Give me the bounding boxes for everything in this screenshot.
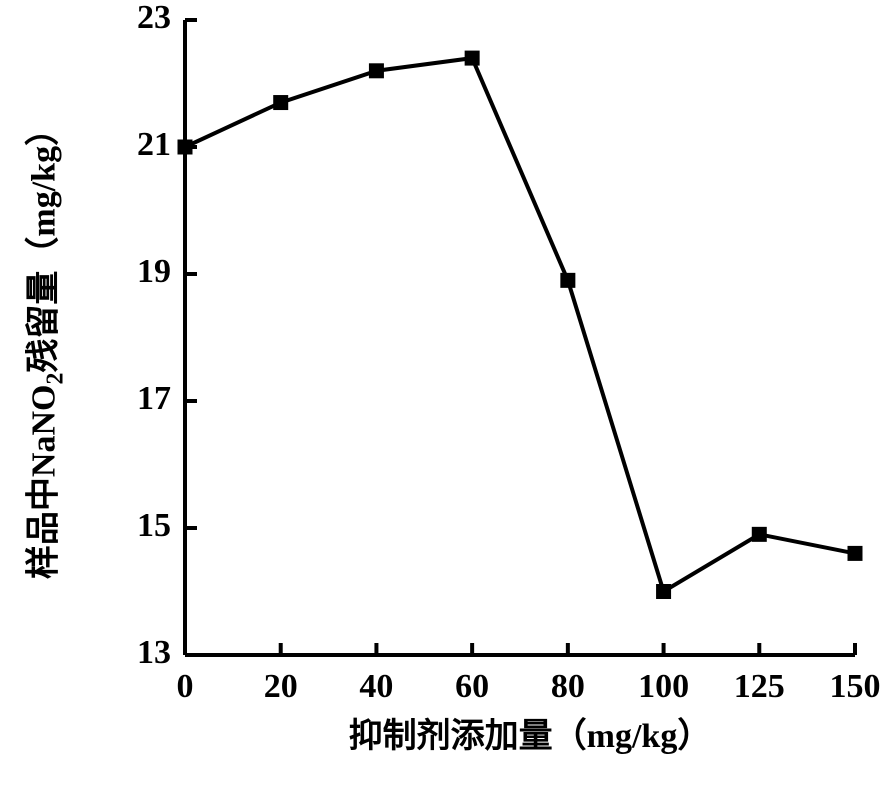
x-tick-label: 125: [734, 668, 785, 705]
y-tick-label: 23: [137, 0, 171, 36]
x-tick-label: 100: [638, 668, 689, 705]
chart-svg: 0 20 40 60 80 100 125 150 13 15 17 19 21 23 抑制剂添加量（m…: [0, 0, 888, 799]
x-tick-label: 150: [830, 668, 881, 705]
y-axis-title: 样品中NaNO2残留量（mg/kg）: [16, 0, 65, 695]
y-tick-label: 21: [137, 126, 171, 163]
data-marker: [657, 585, 671, 599]
data-marker: [752, 527, 766, 541]
data-marker: [369, 64, 383, 78]
y-axis-title-suffix: 残留量（mg/kg）: [26, 111, 63, 372]
y-labels-group: 13 15 17 19 21 23: [137, 0, 171, 671]
x-tick-label: 80: [551, 668, 585, 705]
series-group: [178, 51, 862, 598]
y-axis-title-prefix: 样品中NaNO: [26, 384, 63, 579]
y-tick-label: 13: [137, 634, 171, 671]
y-axis-title-sub: 2: [42, 372, 68, 384]
data-marker: [274, 96, 288, 110]
y-tick-label: 15: [137, 507, 171, 544]
chart-container: 0 20 40 60 80 100 125 150 13 15 17 19 21 23 抑制剂添加量（m…: [0, 0, 888, 799]
x-tick-label: 40: [359, 668, 393, 705]
axes-group: [185, 20, 855, 655]
y-tick-label: 17: [137, 380, 171, 417]
data-marker: [465, 51, 479, 65]
series-line: [185, 58, 855, 591]
y-tick-label: 19: [137, 253, 171, 290]
x-tick-label: 60: [455, 668, 489, 705]
data-marker: [848, 546, 862, 560]
x-axis-title: 抑制剂添加量（mg/kg）: [349, 716, 712, 755]
data-marker: [178, 140, 192, 154]
x-tick-label: 20: [264, 668, 298, 705]
x-tick-label: 0: [177, 668, 194, 705]
data-marker: [561, 273, 575, 287]
x-labels-group: 0 20 40 60 80 100 125 150: [177, 668, 881, 705]
